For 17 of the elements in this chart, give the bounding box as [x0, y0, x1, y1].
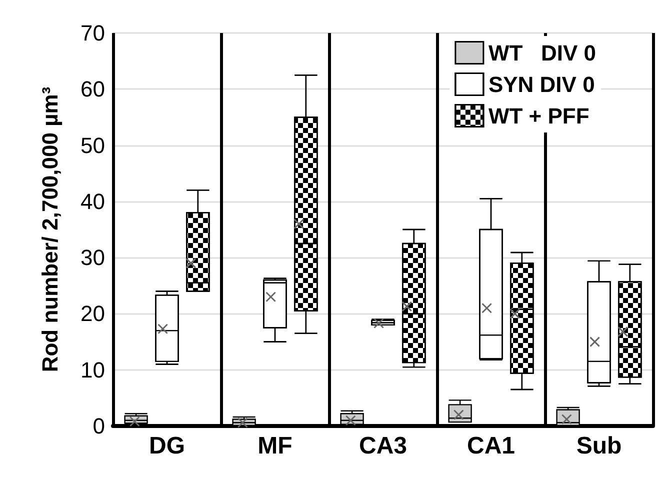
- y-tick-label: 60: [80, 76, 105, 102]
- y-axis-title: Rod number/ 2,700,000 µm³: [38, 86, 62, 372]
- y-tick-label: 70: [80, 20, 105, 46]
- x-tick-label: CA3: [358, 432, 408, 460]
- x-tick-label: CA1: [466, 432, 516, 460]
- y-tick-label: 0: [92, 414, 105, 438]
- y-tick-label: 40: [80, 188, 105, 214]
- legend-label: WT DIV 0: [488, 40, 596, 66]
- legend-label: WT + PFF: [488, 103, 590, 128]
- y-tick-label: 50: [80, 132, 105, 158]
- y-tick-label: 10: [80, 357, 105, 382]
- y-tick-label: 30: [80, 245, 105, 270]
- y-tick-label: 20: [80, 301, 105, 326]
- x-tick-label: DG: [149, 432, 185, 460]
- x-tick-label: Sub: [576, 432, 622, 460]
- legend-label: SYN DIV 0: [488, 72, 595, 97]
- x-tick-label: MF: [258, 432, 292, 460]
